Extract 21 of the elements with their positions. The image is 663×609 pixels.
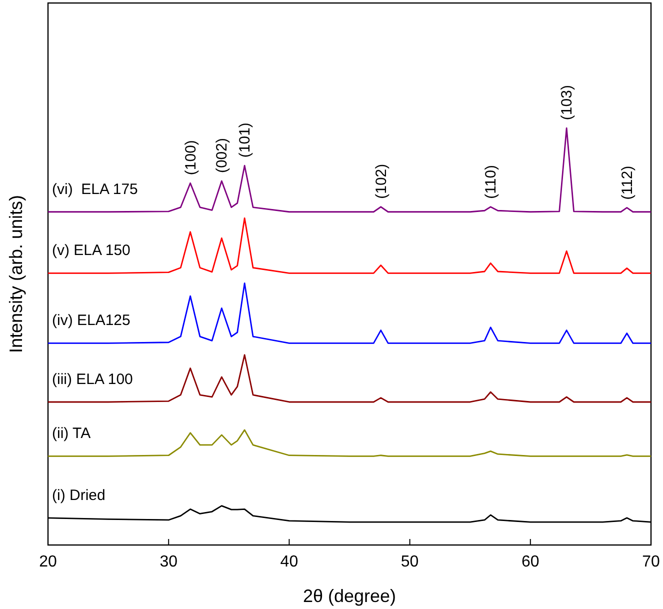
x-axis-title: 2θ (degree) xyxy=(302,586,396,606)
annotation: (100) xyxy=(182,140,200,176)
series-label: (i) Dried xyxy=(52,486,106,504)
series-label: (iv) ELA125 xyxy=(52,312,130,330)
x-tick-label: 40 xyxy=(280,553,298,570)
annotation: (102) xyxy=(372,164,390,199)
annotation: (112) xyxy=(618,166,636,200)
annotation: (101) xyxy=(236,122,254,158)
series-label: (ii) TA xyxy=(52,425,91,442)
annotation: (002) xyxy=(214,138,231,174)
x-tick-label: 50 xyxy=(400,553,419,570)
x-tick-label: 60 xyxy=(522,553,540,570)
x-tick-label: 70 xyxy=(642,553,660,570)
annotation: (110) xyxy=(482,164,500,199)
series-label: (vi) ELA 175 xyxy=(52,180,138,198)
series-label: (v) ELA 150 xyxy=(52,242,130,260)
y-axis-title: Intensity (arb. units) xyxy=(6,194,26,354)
x-tick-label: 30 xyxy=(160,553,178,570)
text: (103) xyxy=(558,85,576,120)
series-label: (iii) ELA 100 xyxy=(52,370,133,388)
x-tick-label: 20 xyxy=(39,553,57,570)
